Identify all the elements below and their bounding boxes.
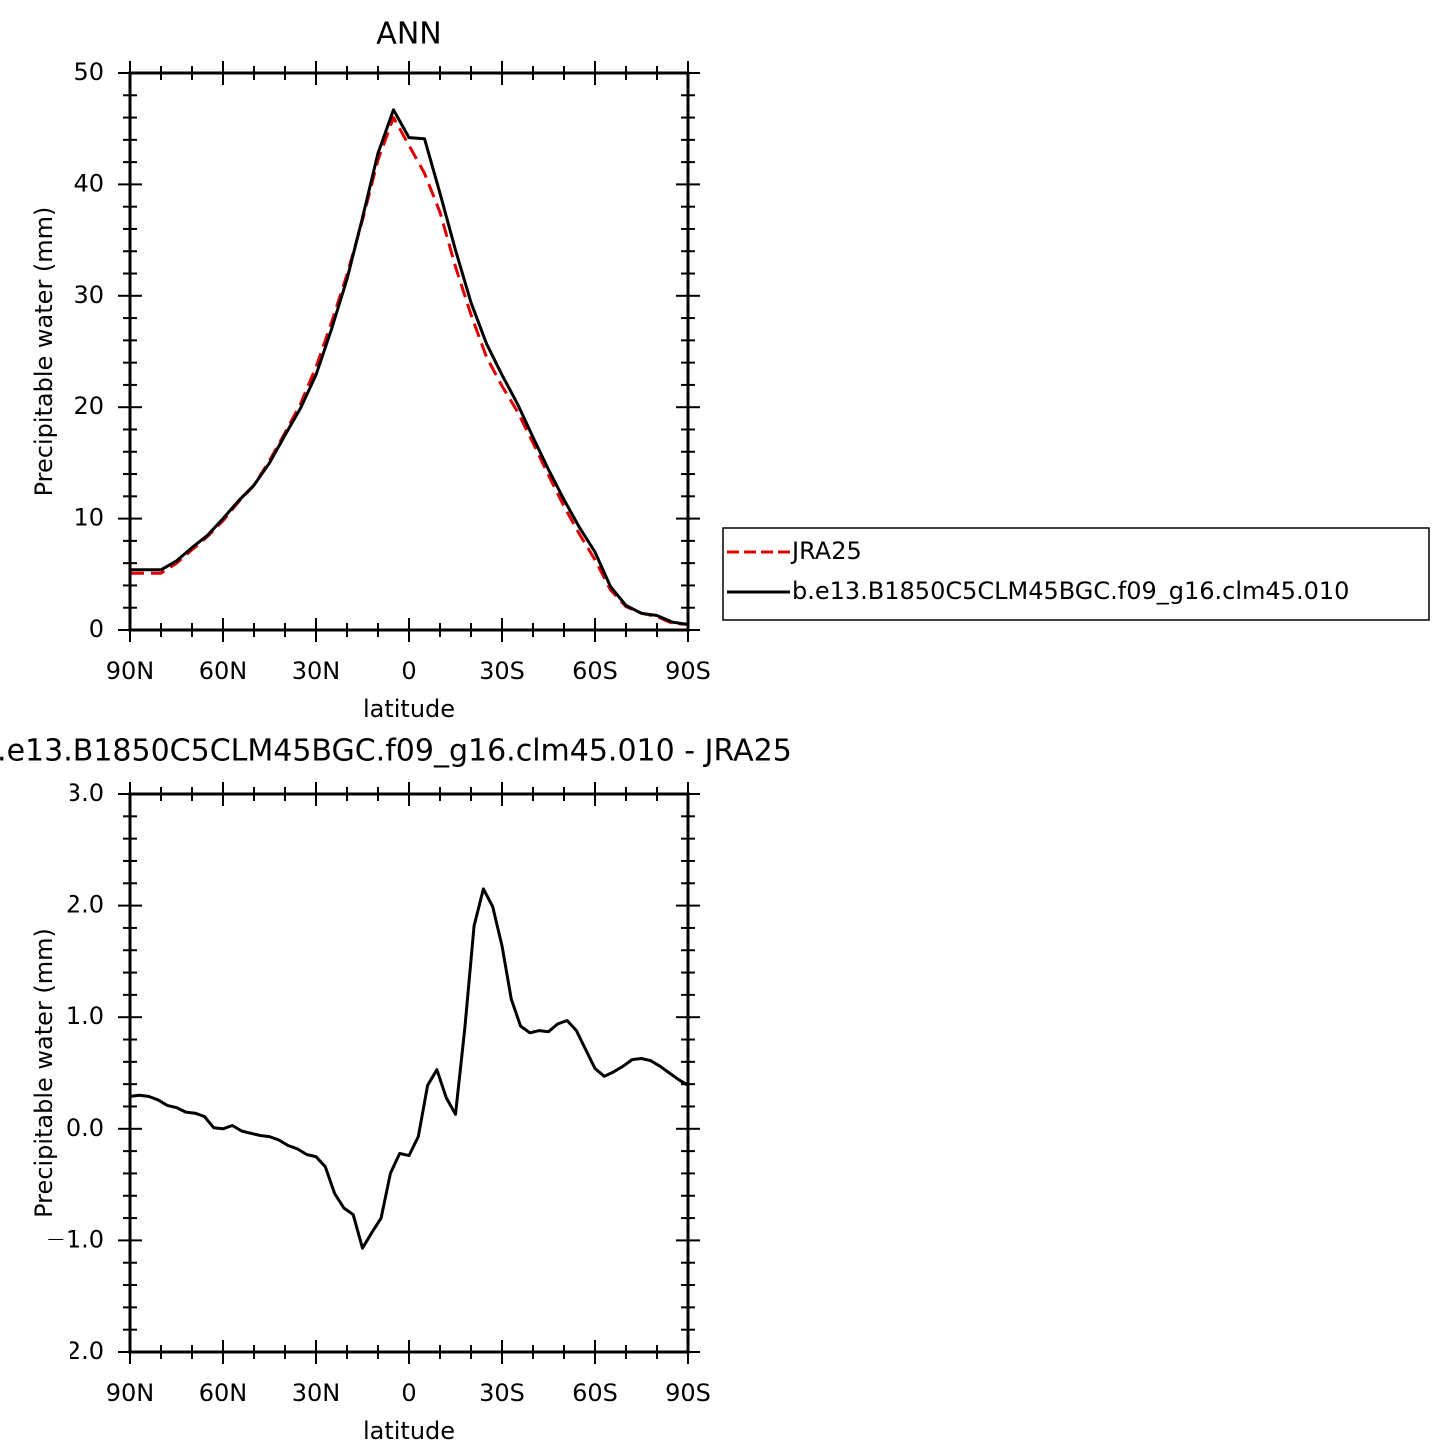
y-axis-title: Precipitable water (mm) (30, 207, 58, 497)
chart-1: ANN 90N 60N 30N 0 30S 60S 90S 0 10 20 30 40 50 latitud… (30, 17, 1430, 723)
x-tick-label: 60N (199, 657, 248, 685)
ylabel-mask-top (0, 770, 70, 906)
x-tick-label: 60S (572, 1379, 618, 1407)
y-tick-label: 10 (73, 504, 104, 532)
legend: JRA25 b.e13.B1850C5CLM45BGC.f09_g16.clm45… (722, 527, 1430, 621)
series-line-b-e13-b1850c5clm45bgc-f09-g16-clm45-010 (130, 108, 688, 626)
y-tick-label: 3.0 (66, 779, 104, 807)
x-tick-label: 0 (401, 1379, 416, 1407)
y-tick-label: 40 (73, 169, 104, 197)
y-axis-title: Precipitable water (mm) (30, 928, 58, 1218)
x-tick-label: 60N (199, 1379, 248, 1407)
x-tick-label: 90N (106, 1379, 155, 1407)
legend-box (722, 527, 1430, 621)
legend-label: JRA25 (790, 537, 862, 565)
y-tick-label: 20 (73, 392, 104, 420)
y-tick-label: 50 (73, 58, 104, 86)
chart-2: b.e13.B1850C5CLM45BGC.f09_g16.clm45.010 … (0, 734, 792, 1445)
plot-frame (128, 792, 690, 1354)
y-tick-label: 30 (73, 281, 104, 309)
plot-frame (128, 71, 690, 632)
ylabel-mask-bottom (0, 1240, 70, 1370)
x-tick-label: 0 (401, 657, 416, 685)
y-tick-label: 1.0 (66, 1002, 104, 1030)
legend-label: b.e13.B1850C5CLM45BGC.f09_g16.clm45.010 (792, 577, 1349, 605)
y-tick-label: 0 (89, 615, 104, 643)
x-axis-title: latitude (363, 1417, 455, 1445)
x-tick-label: 90S (665, 657, 711, 685)
x-tick-label: 30S (479, 657, 525, 685)
series-line-jra25 (130, 116, 688, 626)
x-tick-label: 30N (292, 657, 341, 685)
x-tick-label: 90N (106, 657, 155, 685)
x-axis-title: latitude (363, 695, 455, 723)
x-tick-label: 30N (292, 1379, 341, 1407)
x-tick-label: 90S (665, 1379, 711, 1407)
x-tick-label: 30S (479, 1379, 525, 1407)
x-tick-label: 60S (572, 657, 618, 685)
chart-title: ANN (376, 17, 441, 52)
y-tick-label: 2.0 (66, 891, 104, 919)
series-line-difference (130, 887, 688, 1250)
chart-title: b.e13.B1850C5CLM45BGC.f09_g16.clm45.010 … (0, 734, 792, 769)
y-tick-label: 0.0 (66, 1114, 104, 1142)
